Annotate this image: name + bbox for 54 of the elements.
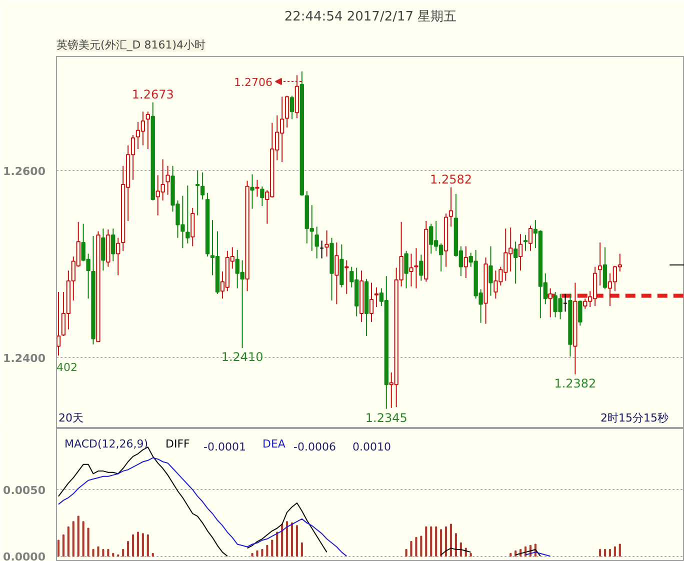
annotation: 1.2410 <box>221 350 264 364</box>
candlestick <box>101 228 106 272</box>
candlestick <box>602 246 608 290</box>
candlestick <box>200 172 205 200</box>
annotation: 1.2582 <box>430 172 472 186</box>
text: MACD(12,26,9) <box>64 438 148 450</box>
candlestick <box>518 234 523 272</box>
candlestick <box>563 293 568 312</box>
candlestick <box>404 250 408 289</box>
series-label: DIFF <box>166 438 190 450</box>
candlestick <box>578 300 582 326</box>
annotation: 2时15分15秒 <box>600 412 669 424</box>
candlestick <box>320 240 324 259</box>
y-tick-label: 0.0000 <box>3 550 46 561</box>
annotation: 1.2345 <box>365 410 408 425</box>
candlestick <box>260 186 264 207</box>
y-tick-label: 1.2400 <box>3 352 46 365</box>
candlestick <box>528 225 533 252</box>
candlestick <box>196 170 200 216</box>
candlestick <box>419 254 424 282</box>
candlestick <box>290 95 294 120</box>
candlestick <box>334 242 339 305</box>
candlestick <box>190 207 195 247</box>
candlestick <box>488 246 493 296</box>
candlestick <box>255 179 260 198</box>
annotation: -0.0001 <box>204 440 246 454</box>
candlestick <box>464 246 468 279</box>
candlestick <box>111 228 116 262</box>
annotation: -0.0006 <box>294 440 336 454</box>
annotation: 1.2673 <box>132 87 174 102</box>
candlestick <box>548 288 552 318</box>
candlestick <box>146 111 150 150</box>
chart-title: 22:44:54 2017/2/17 星期五 <box>284 10 457 24</box>
candlestick <box>523 234 528 252</box>
candlestick <box>166 165 170 196</box>
candlestick <box>513 241 518 284</box>
text: DEA <box>262 438 286 450</box>
candlestick <box>374 286 379 308</box>
candlestick <box>369 282 374 322</box>
chart-subtitle: 英镑美元(外汇_D 8161)4小时 <box>56 38 206 52</box>
candlestick <box>314 226 319 259</box>
candlestick <box>284 95 290 128</box>
candlestick <box>116 237 120 276</box>
candlestick <box>250 174 254 210</box>
annotation: 20天 <box>58 412 84 424</box>
annotation: 1.2706 <box>234 76 273 89</box>
annotation: 1.2382 <box>554 376 596 390</box>
candlestick <box>598 242 602 286</box>
y-tick-label: 1.2600 <box>3 165 46 178</box>
candlestick <box>324 230 329 258</box>
y-tick-label: 0.0050 <box>3 484 46 498</box>
annotation: 0.0010 <box>352 440 391 454</box>
candlestick <box>448 186 454 228</box>
annotation: 402 <box>56 361 78 374</box>
